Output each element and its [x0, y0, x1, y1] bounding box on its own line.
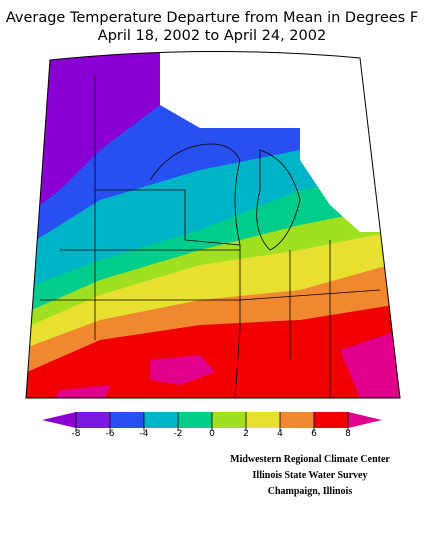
legend-tick-label: 2 [243, 429, 249, 439]
subtitle: April 18, 2002 to April 24, 2002 [98, 28, 326, 44]
legend-tick-label: 6 [311, 429, 317, 439]
legend-swatch [280, 412, 314, 428]
region-magenta [55, 385, 110, 398]
legend-tick-label: 0 [209, 429, 215, 439]
credit: Illinois State Water Survey [253, 470, 368, 481]
legend-swatch [212, 412, 246, 428]
region-no-data-north [160, 51, 300, 128]
map [26, 51, 400, 398]
legend-swatch [144, 412, 178, 428]
map-frame [25, 50, 401, 399]
legend-tick-label: 8 [345, 429, 351, 439]
region-magenta [150, 355, 215, 385]
credit: Champaign, Illinois [268, 486, 353, 497]
region-magenta [340, 330, 400, 398]
legend-swatch [110, 412, 144, 428]
color-legend: -8 -6 -4 -2 0 2 4 6 8 [42, 412, 382, 439]
credit: Midwestern Regional Climate Center [230, 454, 390, 465]
legend-tick-label: -4 [140, 429, 149, 439]
legend-swatch [76, 412, 110, 428]
legend-tick-label: -2 [174, 429, 183, 439]
legend-swatch [314, 412, 348, 428]
legend-swatch [348, 412, 382, 428]
legend-tick-label: -8 [72, 429, 81, 439]
legend-tick-label: -6 [106, 429, 115, 439]
legend-swatch [246, 412, 280, 428]
boundaries [40, 75, 381, 398]
legend-swatch [178, 412, 212, 428]
legend-tick-label: 4 [277, 429, 283, 439]
legend-swatch [42, 412, 76, 428]
title: Average Temperature Departure from Mean … [6, 10, 418, 26]
